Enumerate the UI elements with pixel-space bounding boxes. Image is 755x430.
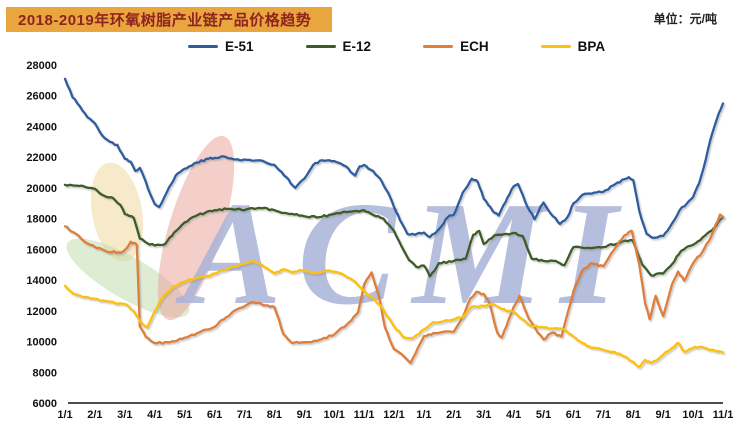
x-tick-label: 8/1	[626, 409, 641, 421]
legend-item-ECH: ECH	[423, 39, 489, 54]
y-tick-label: 20000	[26, 183, 57, 195]
logo-background-shapes	[66, 135, 235, 321]
x-tick-label: 8/1	[267, 409, 282, 421]
watermark-text: ACMI	[175, 172, 634, 336]
legend-swatch-ECH	[423, 44, 454, 49]
page-title: 2018-2019年环氧树脂产业链产品价格趋势	[18, 12, 312, 29]
y-tick-label: 8000	[33, 367, 57, 379]
y-tick-label: 28000	[26, 60, 57, 72]
axes: 28000 26000 24000 22000 20000 18000 16000 14000…	[26, 60, 733, 421]
legend-item-BPA: BPA	[540, 39, 606, 54]
x-tick-label: 2/1	[87, 409, 102, 421]
y-tick-label: 24000	[26, 121, 57, 133]
x-tick-label: 9/1	[656, 409, 671, 421]
x-tick-label: 5/1	[177, 409, 192, 421]
x-tick-label: 10/1	[682, 409, 703, 421]
x-tick-label: 6/1	[207, 409, 222, 421]
x-tick-label: 11/1	[713, 409, 734, 421]
x-tick-label: 6/1	[566, 409, 581, 421]
y-tick-label: 10000	[26, 337, 57, 349]
logo-ribbon-pink	[157, 135, 235, 321]
x-tick-label: 4/1	[506, 409, 521, 421]
unit-label: 单位：元/吨	[653, 12, 717, 26]
title-bar: 2018-2019年环氧树脂产业链产品价格趋势	[6, 7, 332, 32]
x-tick-label: 12/1	[383, 409, 404, 421]
x-tick-label: 2/1	[446, 409, 461, 421]
x-tick-label: 9/1	[297, 409, 312, 421]
x-tick-label: 7/1	[237, 409, 252, 421]
y-tick-label: 16000	[26, 244, 57, 256]
y-tick-label: 6000	[33, 398, 57, 410]
series-lines	[63, 77, 725, 369]
y-tick-label: 26000	[26, 91, 57, 103]
y-tick-label: 18000	[26, 214, 57, 226]
legend-swatch-E-12	[305, 44, 336, 49]
legend-label: E-12	[342, 39, 372, 54]
x-tick-label: 1/1	[57, 409, 72, 421]
x-tick-label: 7/1	[596, 409, 611, 421]
x-tick-label: 3/1	[476, 409, 491, 421]
y-tick-label: 22000	[26, 152, 57, 164]
y-tick-label: 12000	[26, 306, 57, 318]
series-line-ECH	[63, 213, 725, 365]
legend-swatch-BPA	[540, 44, 571, 49]
legend-label: E-51	[225, 39, 254, 54]
series-line-E-51	[63, 77, 725, 239]
logo-petal-yellow	[90, 162, 144, 262]
x-tick-label: 5/1	[536, 409, 551, 421]
x-tick-label: 3/1	[117, 409, 132, 421]
x-tick-label: 11/1	[354, 409, 375, 421]
legend-label: ECH	[460, 39, 489, 54]
legend-swatch-E-51	[188, 44, 218, 49]
legend-item-E-12: E-12	[305, 39, 372, 54]
y-tick-label: 14000	[26, 275, 57, 287]
x-tick-label: 10/1	[323, 409, 344, 421]
legend-label: BPA	[577, 39, 606, 54]
legend: E-51 E-12 ECH BPA	[188, 39, 605, 54]
legend-item-E-51: E-51	[188, 39, 254, 54]
x-tick-label: 1/1	[416, 409, 431, 421]
x-tick-label: 4/1	[147, 409, 162, 421]
series-line-BPA	[63, 260, 725, 369]
